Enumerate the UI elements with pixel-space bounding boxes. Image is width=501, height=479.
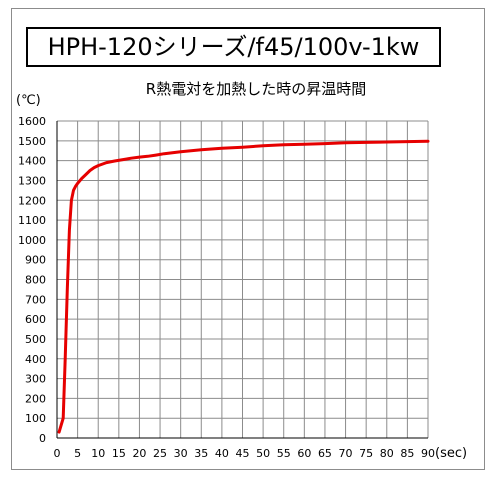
x-tick-label: 30: [174, 447, 188, 460]
chart-subtitle: R熱電対を加熱した時の昇温時間: [145, 80, 367, 98]
y-tick-label: 1000: [18, 234, 46, 247]
x-tick-label: 80: [380, 447, 394, 460]
series-line: [57, 139, 430, 434]
x-tick-label: 85: [400, 447, 414, 460]
y-tick-label: 1100: [18, 214, 46, 227]
y-tick-label: 600: [25, 313, 46, 326]
x-axis-label: (sec): [435, 446, 468, 461]
y-tick-label: 800: [25, 274, 46, 287]
x-tick-label: 0: [54, 447, 61, 460]
y-tick-label: 1500: [18, 135, 46, 148]
grid: [56, 120, 429, 439]
x-tick-label: 35: [194, 447, 208, 460]
x-tick-label: 40: [215, 447, 229, 460]
x-tick-label: 65: [318, 447, 332, 460]
y-tick-label: 900: [25, 254, 46, 267]
y-tick-label: 500: [25, 333, 46, 346]
x-tick-label: 20: [132, 447, 146, 460]
x-tick-label: 15: [112, 447, 126, 460]
y-tick-label: 1400: [18, 155, 46, 168]
series-layer: [57, 139, 430, 434]
chart-title: HPH-120シリーズ/f45/100v-1kw: [47, 33, 420, 61]
x-tick-label: 5: [74, 447, 81, 460]
y-tick-label: 700: [25, 293, 46, 306]
x-tick-label: 50: [256, 447, 270, 460]
y-tick-label: 1200: [18, 194, 46, 207]
x-tick-label: 10: [91, 447, 105, 460]
y-tick-label: 300: [25, 373, 46, 386]
y-tick-label: 400: [25, 353, 46, 366]
y-axis-label: (℃): [16, 93, 41, 108]
x-tick-label: 55: [277, 447, 291, 460]
y-tick-label: 1300: [18, 174, 46, 187]
x-tick-label: 60: [297, 447, 311, 460]
x-tick-label: 45: [236, 447, 250, 460]
y-tick-label: 200: [25, 392, 46, 405]
y-tick-label: 1600: [18, 115, 46, 128]
title-box: [26, 27, 441, 67]
tick-labels: 0100200300400500600700800900100011001200…: [18, 115, 435, 460]
x-tick-label: 25: [153, 447, 167, 460]
x-tick-label: 75: [359, 447, 373, 460]
y-tick-label: 0: [39, 432, 46, 445]
y-tick-label: 100: [25, 412, 46, 425]
x-tick-label: 70: [339, 447, 353, 460]
x-tick-label: 90: [421, 447, 435, 460]
